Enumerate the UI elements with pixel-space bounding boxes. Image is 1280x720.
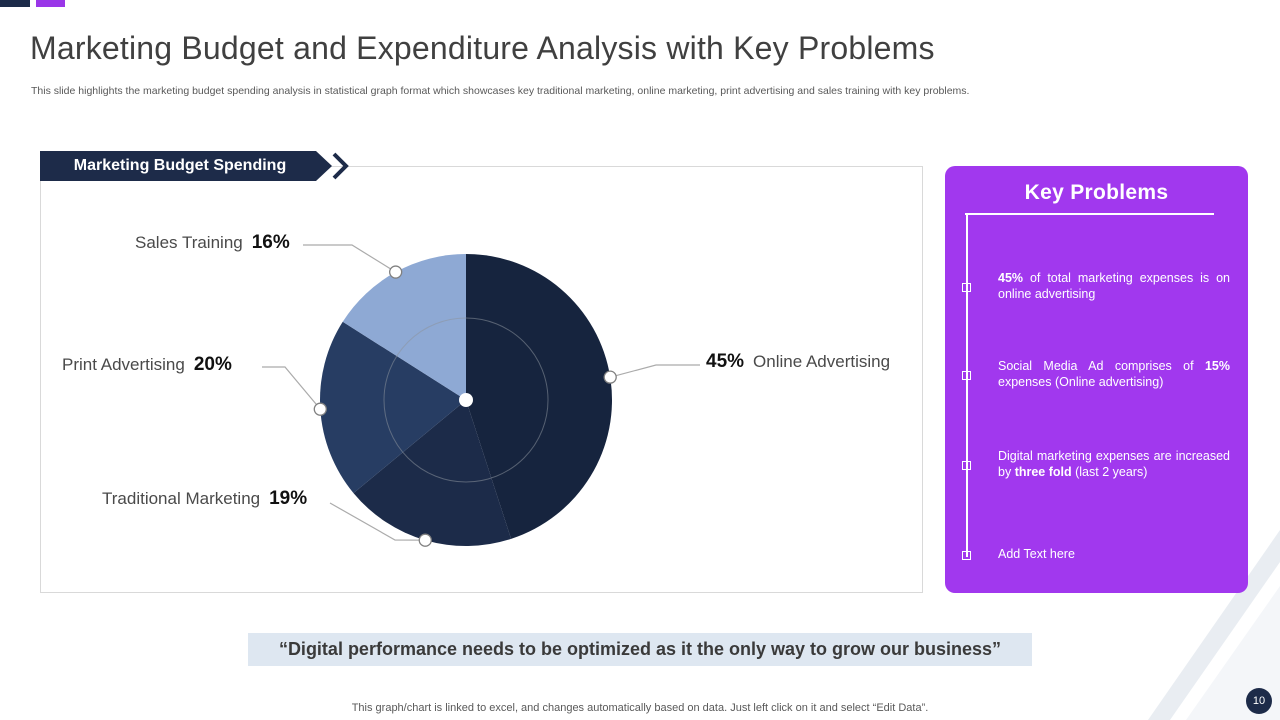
top-accent-bar-dark: [0, 0, 30, 7]
bullet-square-icon: [962, 370, 971, 380]
pie-label-online-advertising: 45% Online Advertising: [706, 351, 890, 373]
slice-label: Online Advertising: [753, 352, 891, 371]
pie-label-traditional-marketing: Traditional Marketing 19%: [102, 488, 307, 510]
key-problem-item: 45% of total marketing expenses is on on…: [945, 265, 1248, 309]
quote-banner: “Digital performance needs to be optimiz…: [248, 633, 1032, 666]
key-problem-text: Add Text here: [998, 547, 1075, 562]
pie-label-sales-training: Sales Training 16%: [135, 232, 290, 254]
slice-label: Sales Training: [135, 233, 243, 252]
slice-label: Print Advertising: [62, 355, 185, 374]
slice-percent: 45%: [706, 351, 745, 372]
pie-label-print-advertising: Print Advertising 20%: [62, 354, 232, 376]
key-problem-text: Digital marketing expenses are increased…: [998, 449, 1230, 479]
bullet-square-icon: [962, 550, 971, 560]
key-problem-text: 45% of total marketing expenses is on on…: [998, 271, 1230, 301]
footer-note: This graph/chart is linked to excel, and…: [351, 702, 929, 714]
slice-percent: 19%: [269, 488, 308, 509]
page-title: Marketing Budget and Expenditure Analysi…: [30, 30, 935, 66]
chevron-right-icon: [332, 152, 349, 180]
title-underline: [965, 213, 1214, 215]
key-problems-list: 45% of total marketing expenses is on on…: [945, 166, 1248, 593]
key-problem-text: Social Media Ad comprises of 15% expense…: [998, 359, 1230, 389]
bullet-square-icon: [962, 282, 971, 292]
page-subtitle: This slide highlights the marketing budg…: [31, 85, 970, 97]
top-accent-bar-purple: [36, 0, 65, 7]
timeline-line: [966, 213, 968, 557]
slice-label: Traditional Marketing: [102, 489, 261, 508]
key-problem-item: Social Media Ad comprises of 15% expense…: [945, 353, 1248, 397]
page-number-badge: 10: [1246, 688, 1272, 714]
slice-percent: 16%: [251, 232, 290, 253]
key-problems-panel: Key Problems 45% of total marketing expe…: [945, 166, 1248, 593]
key-problem-item: Add Text here: [945, 533, 1248, 577]
bullet-square-icon: [962, 460, 971, 470]
key-problem-item: Digital marketing expenses are increased…: [945, 443, 1248, 487]
key-problems-title: Key Problems: [1024, 181, 1169, 204]
slice-percent: 20%: [193, 354, 232, 375]
chart-section-badge: Marketing Budget Spending: [40, 151, 332, 181]
